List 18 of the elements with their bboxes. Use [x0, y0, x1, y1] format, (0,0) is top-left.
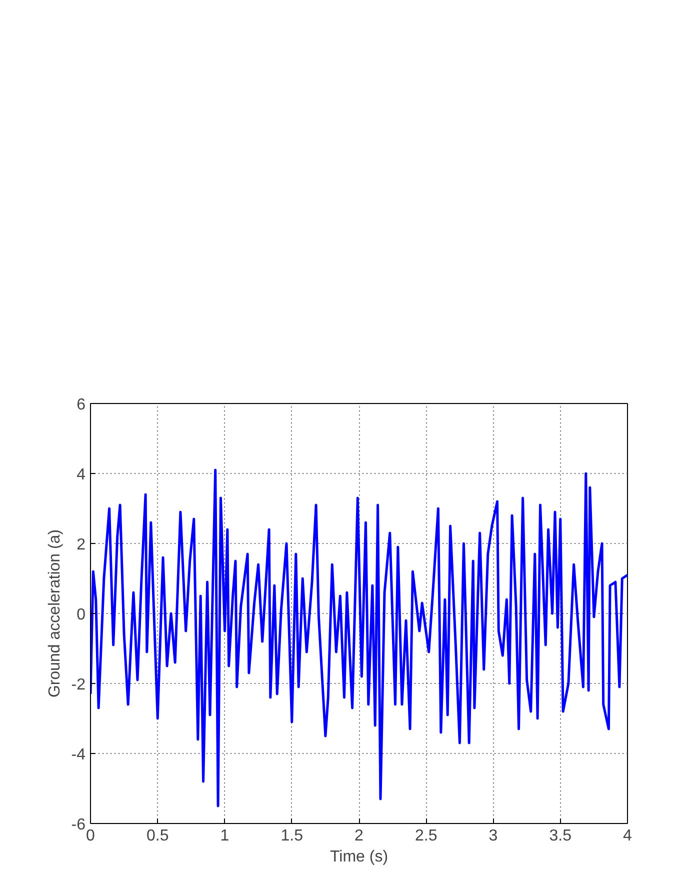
- x-tick-label: 0.5: [146, 828, 169, 844]
- x-tick-label: 4: [623, 828, 632, 844]
- x-tick-label: 2: [354, 828, 364, 844]
- y-tick-label: 4: [76, 466, 86, 484]
- y-tick-label: -2: [71, 676, 86, 694]
- x-tick-label: 1: [220, 828, 230, 844]
- y-tick-label: 6: [76, 396, 86, 414]
- y-tick-label: -6: [71, 816, 86, 834]
- x-tick-label: 2.5: [415, 828, 438, 844]
- x-tick-label: 3.5: [549, 828, 572, 844]
- x-axis-title: Time (s): [330, 848, 388, 866]
- y-axis-title: Ground acceleration (a): [46, 529, 64, 698]
- x-tick-label: 1.5: [280, 828, 304, 844]
- y-tick-label: 2: [76, 536, 86, 554]
- y-tick-label: 0: [76, 606, 86, 624]
- x-tick-label: 3: [488, 828, 498, 844]
- y-tick-label: -4: [71, 746, 86, 764]
- line-series: [90, 468, 628, 808]
